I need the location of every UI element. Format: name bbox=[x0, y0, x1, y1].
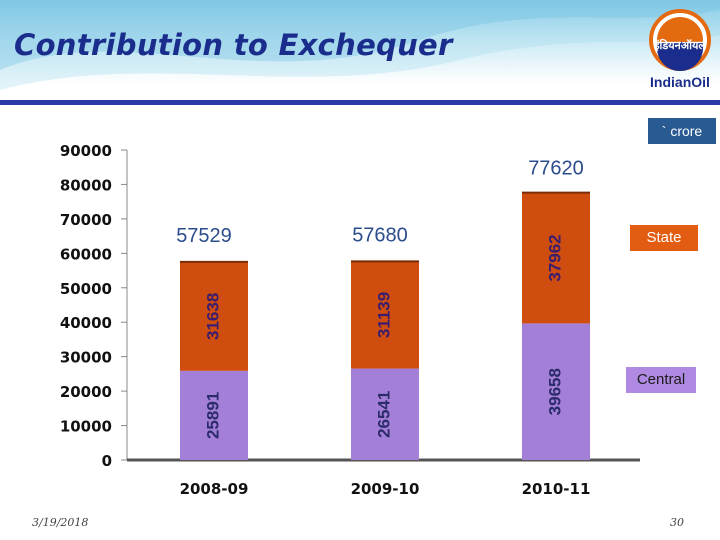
indianoil-logo: इंडियनऑयल IndianOil bbox=[644, 8, 716, 92]
bar-central bbox=[522, 323, 590, 460]
state-value-label: 37962 bbox=[545, 234, 564, 281]
slide-title: Contribution to Exchequer bbox=[14, 28, 453, 62]
bar-state bbox=[351, 261, 419, 369]
page-number: 30 bbox=[670, 516, 684, 529]
central-value-label: 39658 bbox=[545, 368, 564, 415]
unit-label: ` crore bbox=[648, 118, 716, 144]
logo-hindi-text: इंडियनऑयल bbox=[654, 39, 706, 52]
exchequer-stacked-bar-chart: 0 10000 20000 30000 40000 50000 60000 70000 8000… bbox=[60, 142, 640, 498]
legend-central: Central bbox=[626, 367, 696, 393]
y-tick-label: 60000 bbox=[60, 245, 112, 263]
y-tick-label: 40000 bbox=[60, 314, 112, 332]
bar-state bbox=[180, 261, 248, 371]
central-value-label: 26541 bbox=[374, 391, 393, 438]
bar-central bbox=[351, 368, 419, 460]
legend-state: State bbox=[630, 225, 698, 251]
y-tick-label: 70000 bbox=[60, 211, 112, 229]
logo-emblem-icon bbox=[649, 9, 711, 71]
bar-central bbox=[180, 370, 248, 460]
y-tick-label: 80000 bbox=[60, 176, 112, 194]
state-value-label: 31139 bbox=[374, 292, 393, 338]
central-value-label: 25891 bbox=[203, 392, 222, 439]
x-category-label: 2010-11 bbox=[522, 480, 591, 498]
total-value-label: 57529 bbox=[176, 225, 232, 247]
y-tick-label: 0 bbox=[102, 452, 112, 470]
x-category-label: 2008-09 bbox=[180, 480, 249, 498]
state-value-label: 31638 bbox=[203, 293, 222, 340]
header-rule bbox=[0, 100, 720, 105]
y-tick-label: 90000 bbox=[60, 142, 112, 160]
slide-header: Contribution to Exchequer इंडियनऑयल Indi… bbox=[0, 0, 720, 104]
total-value-label: 77620 bbox=[528, 158, 584, 180]
y-tick-label: 20000 bbox=[60, 383, 112, 401]
logo-wordmark: IndianOil bbox=[650, 74, 710, 90]
y-tick-label: 50000 bbox=[60, 280, 112, 298]
y-tick-label: 30000 bbox=[60, 349, 112, 367]
x-category-label: 2009-10 bbox=[351, 480, 420, 498]
footer-date: 3/19/2018 bbox=[32, 516, 89, 529]
total-value-label: 57680 bbox=[352, 224, 408, 246]
bar-state bbox=[522, 192, 590, 324]
y-tick-label: 10000 bbox=[60, 418, 112, 436]
header-wave-decoration bbox=[0, 0, 720, 90]
